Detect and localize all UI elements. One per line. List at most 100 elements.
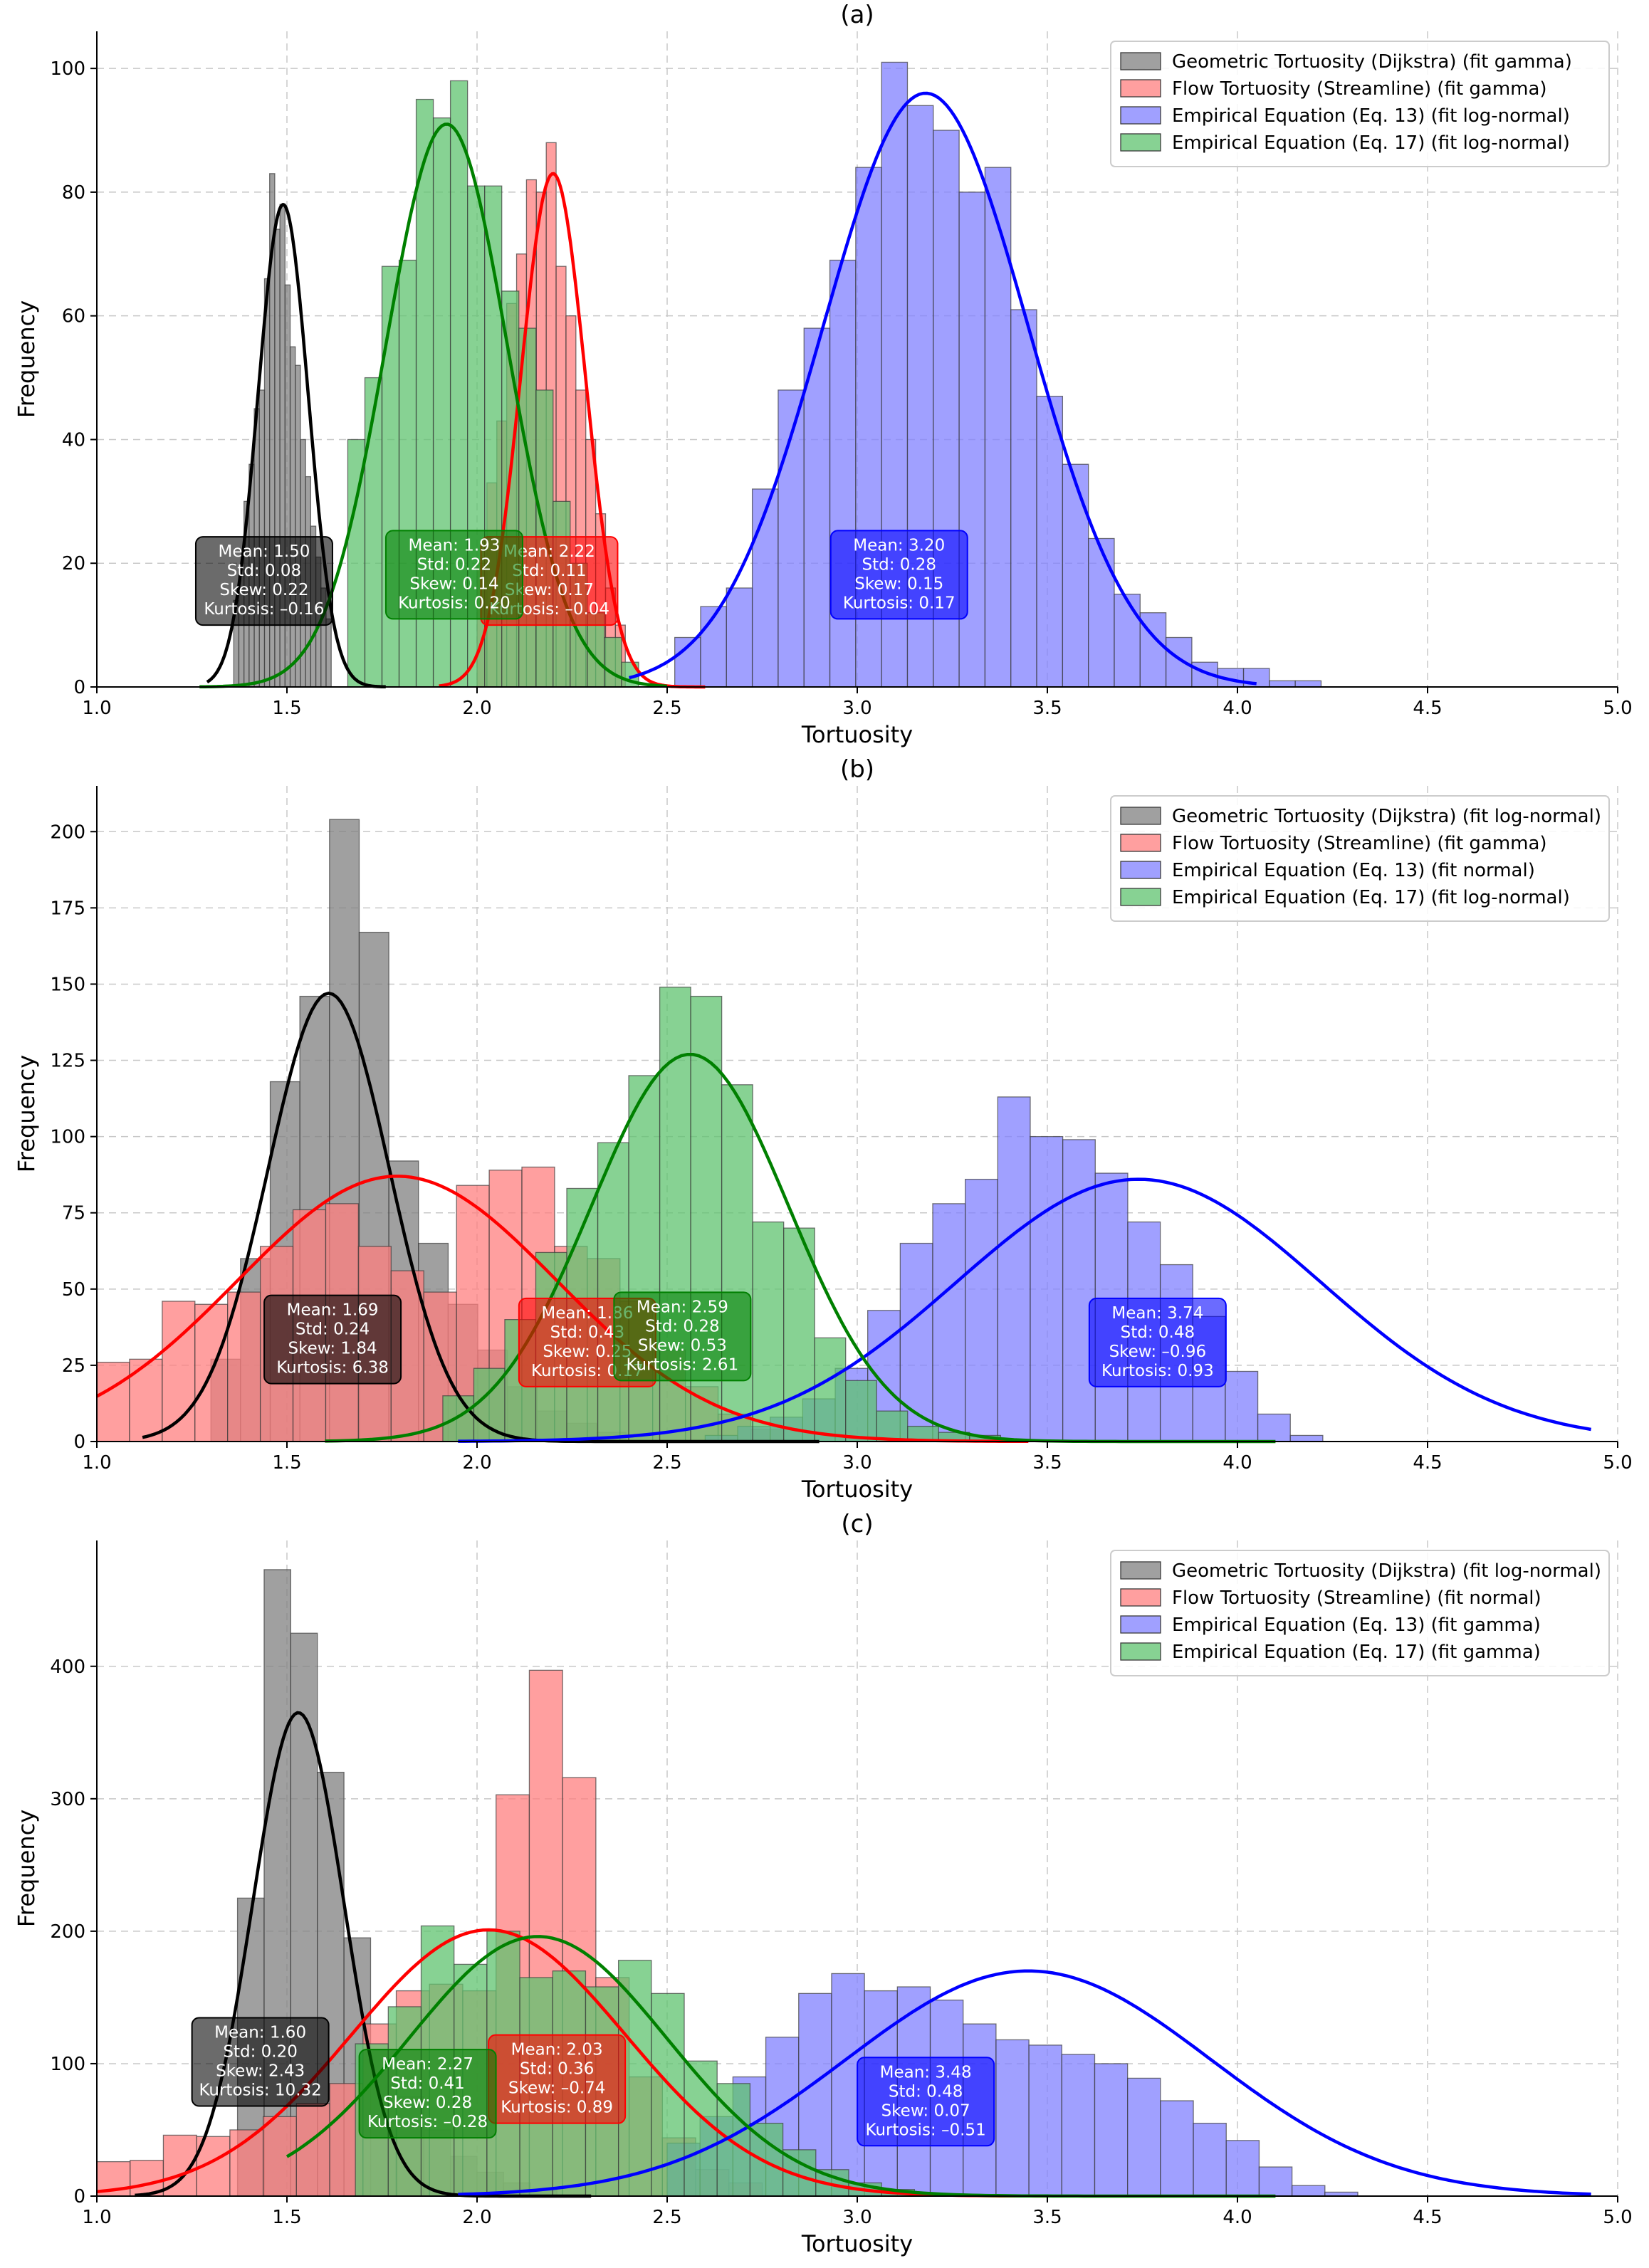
- x-tick-label: 3.0: [842, 1452, 871, 1474]
- series-4-fit-curve: [199, 122, 668, 689]
- legend: Geometric Tortuosity (Dijkstra) (fit log…: [1110, 795, 1610, 922]
- stats-box-background: [358, 2049, 497, 2139]
- legend-entry: Geometric Tortuosity (Dijkstra) (fit gam…: [1172, 51, 1572, 73]
- histogram-bar: [1193, 2123, 1227, 2197]
- histogram-bar: [1191, 661, 1218, 688]
- histogram-bar: [1269, 680, 1296, 688]
- stats-mean: Mean: 1.69: [287, 1301, 379, 1320]
- x-tick-label: 5.0: [1603, 2207, 1632, 2228]
- histogram-bar: [1291, 2185, 1326, 2197]
- y-axis-label: Frequency: [13, 1810, 40, 1927]
- histogram-bar: [1094, 2063, 1129, 2197]
- x-tick-label: 3.5: [1032, 1452, 1062, 1474]
- stats-mean: Mean: 1.60: [214, 2023, 306, 2042]
- y-tick-label: 100: [50, 2054, 85, 2075]
- histogram-bar: [381, 266, 400, 688]
- legend-entry: Empirical Equation (Eq. 17) (fit log-nor…: [1172, 887, 1570, 908]
- x-tick-label: 4.5: [1413, 1452, 1442, 1474]
- legend-swatch: [1120, 888, 1161, 906]
- x-tick-label: 1.0: [82, 698, 111, 719]
- x-tick-label: 4.5: [1413, 698, 1442, 719]
- legend-entry: Empirical Equation (Eq. 13) (fit log-nor…: [1172, 105, 1570, 127]
- histogram-bar: [1127, 2077, 1161, 2197]
- histogram-bar: [1165, 636, 1193, 688]
- legend-swatch: [1120, 807, 1161, 825]
- x-tick-label: 2.0: [462, 698, 491, 719]
- legend-swatch: [1120, 133, 1161, 152]
- stats-mean: Mean: 2.03: [511, 2041, 603, 2059]
- legend-entry: Empirical Equation (Eq. 13) (fit gamma): [1172, 1615, 1541, 1636]
- legend-entry: Flow Tortuosity (Streamline) (fit normal…: [1172, 1587, 1541, 1609]
- histogram-bar: [325, 618, 332, 688]
- histogram-bar: [1030, 1135, 1064, 1442]
- stats-std: Std: 0.41: [390, 2074, 465, 2093]
- panel-title: (c): [841, 1510, 873, 1538]
- histogram-bar: [1062, 1139, 1096, 1442]
- histogram-bar: [96, 1361, 130, 1442]
- legend-frame: [1110, 41, 1610, 167]
- legend-entry: Geometric Tortuosity (Dijkstra) (fit log…: [1172, 806, 1601, 827]
- histogram-bar: [1289, 1434, 1324, 1442]
- x-tick-label: 2.5: [652, 1452, 681, 1474]
- x-tick-label: 3.0: [842, 2207, 871, 2228]
- y-axis-label: Frequency: [13, 1055, 40, 1172]
- x-axis-label: Tortuosity: [801, 1476, 913, 1503]
- x-tick-label: 2.5: [652, 698, 681, 719]
- histogram-bar: [684, 2060, 718, 2197]
- y-tick-label: 60: [62, 306, 85, 327]
- stats-kurtosis: Kurtosis: 10.32: [199, 2081, 321, 2099]
- legend-swatch: [1120, 52, 1161, 70]
- histogram-bar: [442, 1395, 475, 1442]
- x-tick-label: 2.0: [462, 1452, 491, 1474]
- panel-title: (b): [840, 755, 874, 784]
- histogram-bar: [726, 587, 753, 688]
- histogram-bar: [1294, 680, 1322, 688]
- histogram-bar: [604, 636, 622, 688]
- x-tick-label: 4.0: [1223, 1452, 1252, 1474]
- histogram-bar: [829, 259, 857, 688]
- stats-skew: Skew: 1.84: [288, 1340, 377, 1358]
- y-tick-label: 175: [50, 898, 85, 919]
- stats-kurtosis: Kurtosis: –0.28: [367, 2113, 488, 2131]
- legend-entry: Empirical Equation (Eq. 13) (fit normal): [1172, 860, 1535, 881]
- x-tick-label: 4.5: [1413, 2207, 1442, 2228]
- histogram-bar: [130, 2160, 164, 2197]
- y-tick-label: 150: [50, 974, 85, 995]
- y-tick-label: 100: [50, 1127, 85, 1148]
- legend-entry: Empirical Equation (Eq. 17) (fit log-nor…: [1172, 132, 1570, 154]
- series-3-fit-curve: [629, 91, 1257, 686]
- stats-skew: Skew: 0.22: [219, 581, 308, 599]
- x-tick-label: 1.5: [272, 1452, 301, 1474]
- y-tick-label: 0: [73, 2186, 85, 2207]
- stats-std: Std: 0.11: [512, 562, 587, 580]
- y-tick-label: 80: [62, 182, 85, 204]
- stats-mean: Mean: 3.74: [1111, 1304, 1203, 1323]
- x-axis-label: Tortuosity: [801, 721, 913, 748]
- legend-swatch: [1120, 834, 1161, 852]
- histogram-bar: [1088, 537, 1115, 688]
- histogram-bar: [997, 1096, 1031, 1442]
- histogram-bar: [1028, 2044, 1062, 2197]
- histogram-bar: [289, 346, 296, 688]
- series-3-fit-curve: [458, 1177, 1592, 1443]
- y-tick-label: 300: [50, 1789, 85, 1810]
- y-tick-label: 100: [50, 58, 85, 80]
- legend-entry: Flow Tortuosity (Streamline) (fit gamma): [1172, 833, 1547, 854]
- legend-swatch: [1120, 861, 1161, 879]
- x-tick-label: 1.0: [82, 2207, 111, 2228]
- stats-std: Std: 0.43: [550, 1323, 625, 1342]
- legend-swatch: [1120, 1615, 1161, 1634]
- stats-mean: Mean: 1.50: [218, 542, 310, 561]
- legend-frame: [1110, 795, 1610, 922]
- legend-frame: [1110, 1550, 1610, 1676]
- x-tick-label: 1.0: [82, 1452, 111, 1474]
- y-tick-label: 50: [62, 1279, 85, 1301]
- stats-mean: Mean: 2.59: [637, 1298, 728, 1316]
- x-tick-label: 3.5: [1032, 698, 1062, 719]
